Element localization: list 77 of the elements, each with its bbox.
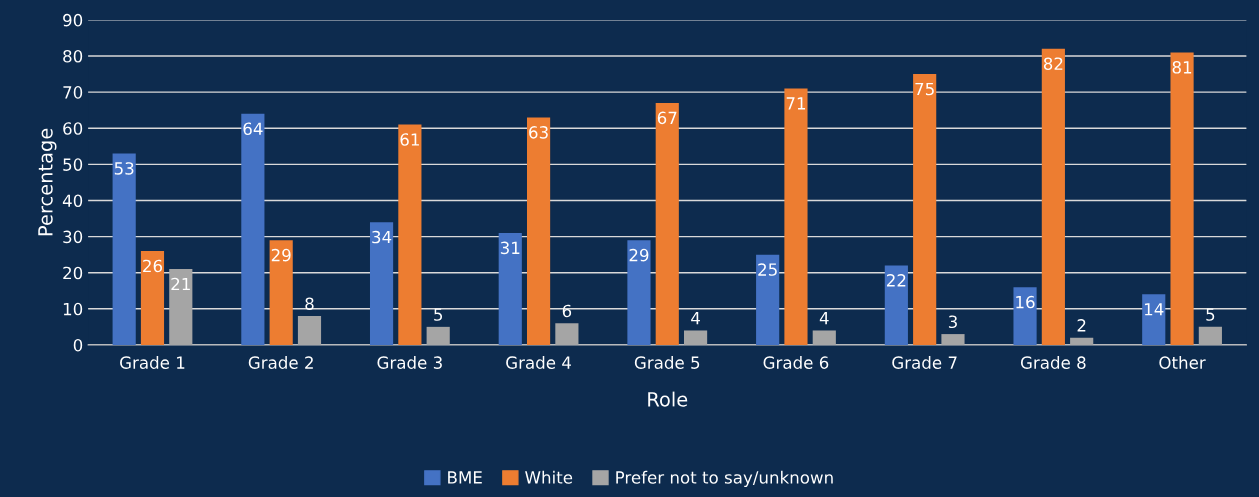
bar [655,102,679,345]
bar [941,334,965,345]
y-tick-label: 10 [63,302,83,316]
data-label: 29 [271,248,291,262]
bar [1198,326,1222,345]
data-label: 21 [171,277,190,291]
x-tick-label: Grade 6 [763,356,829,369]
bar [1070,337,1094,345]
data-label: 67 [657,111,677,125]
data-label: 3 [948,315,957,329]
data-label: 81 [1172,61,1192,74]
data-label: 2 [1077,319,1086,332]
bar [1041,48,1065,345]
data-label: 61 [400,133,419,146]
x-tick-label: Grade 4 [506,356,571,369]
bar [241,113,265,345]
y-axis-title: Percentage [38,128,57,236]
bar [398,124,422,345]
bar [784,88,808,345]
data-label: 34 [372,230,392,244]
bar [1170,52,1194,345]
y-tick-label: 70 [63,86,83,99]
data-label: 5 [1206,308,1215,321]
data-label: 82 [1043,57,1063,71]
x-tick-label: Grade 7 [892,356,957,369]
data-label: 8 [305,297,314,311]
data-label: 53 [114,162,134,175]
y-tick-label: 50 [63,158,83,171]
bar [555,323,579,345]
bar [297,316,322,345]
data-label: 71 [786,97,806,110]
legend-label: BME [448,471,482,484]
data-label: 63 [529,126,548,139]
data-label: 64 [243,122,263,136]
data-label: 14 [1144,303,1164,316]
x-tick-label: Grade 3 [377,356,442,369]
y-tick-label: 0 [73,338,83,352]
y-tick-label: 40 [62,194,83,208]
bar [627,240,651,345]
data-label: 22 [886,274,906,287]
data-label: 26 [143,259,163,273]
data-label: 25 [758,263,777,276]
bar [684,330,708,345]
y-tick-label: 60 [63,122,83,135]
bar [526,117,551,345]
x-tick-label: Other [1159,356,1206,369]
x-tick-label: Grade 2 [248,356,313,369]
bar [498,232,522,345]
y-tick-label: 20 [63,266,83,280]
bar [812,330,836,345]
x-axis-title: Role [648,391,688,407]
bar [884,265,908,345]
bar [756,254,780,345]
data-label: 5 [434,308,443,321]
bar [269,240,293,345]
data-label: 4 [691,312,700,325]
legend-label: White [525,470,573,484]
bar [169,269,193,345]
bar [112,153,136,345]
bar [426,326,450,345]
bar [1142,294,1166,345]
bar [369,222,394,345]
data-label: 29 [629,248,649,262]
data-label: 31 [500,241,520,255]
y-tick-label: 80 [63,49,83,63]
data-label: 75 [915,82,934,96]
x-tick-label: Grade 8 [1020,356,1086,369]
y-tick-label: 30 [63,230,83,244]
bar [1013,287,1037,345]
data-label: 4 [819,312,829,325]
x-tick-label: Grade 1 [120,356,185,369]
bar [140,251,165,345]
y-tick-label: 90 [63,13,83,27]
bar [913,74,937,345]
legend-label: Prefer not to say/unknown [616,470,833,487]
data-label: 16 [1016,295,1035,309]
x-tick-label: Grade 5 [634,356,700,369]
